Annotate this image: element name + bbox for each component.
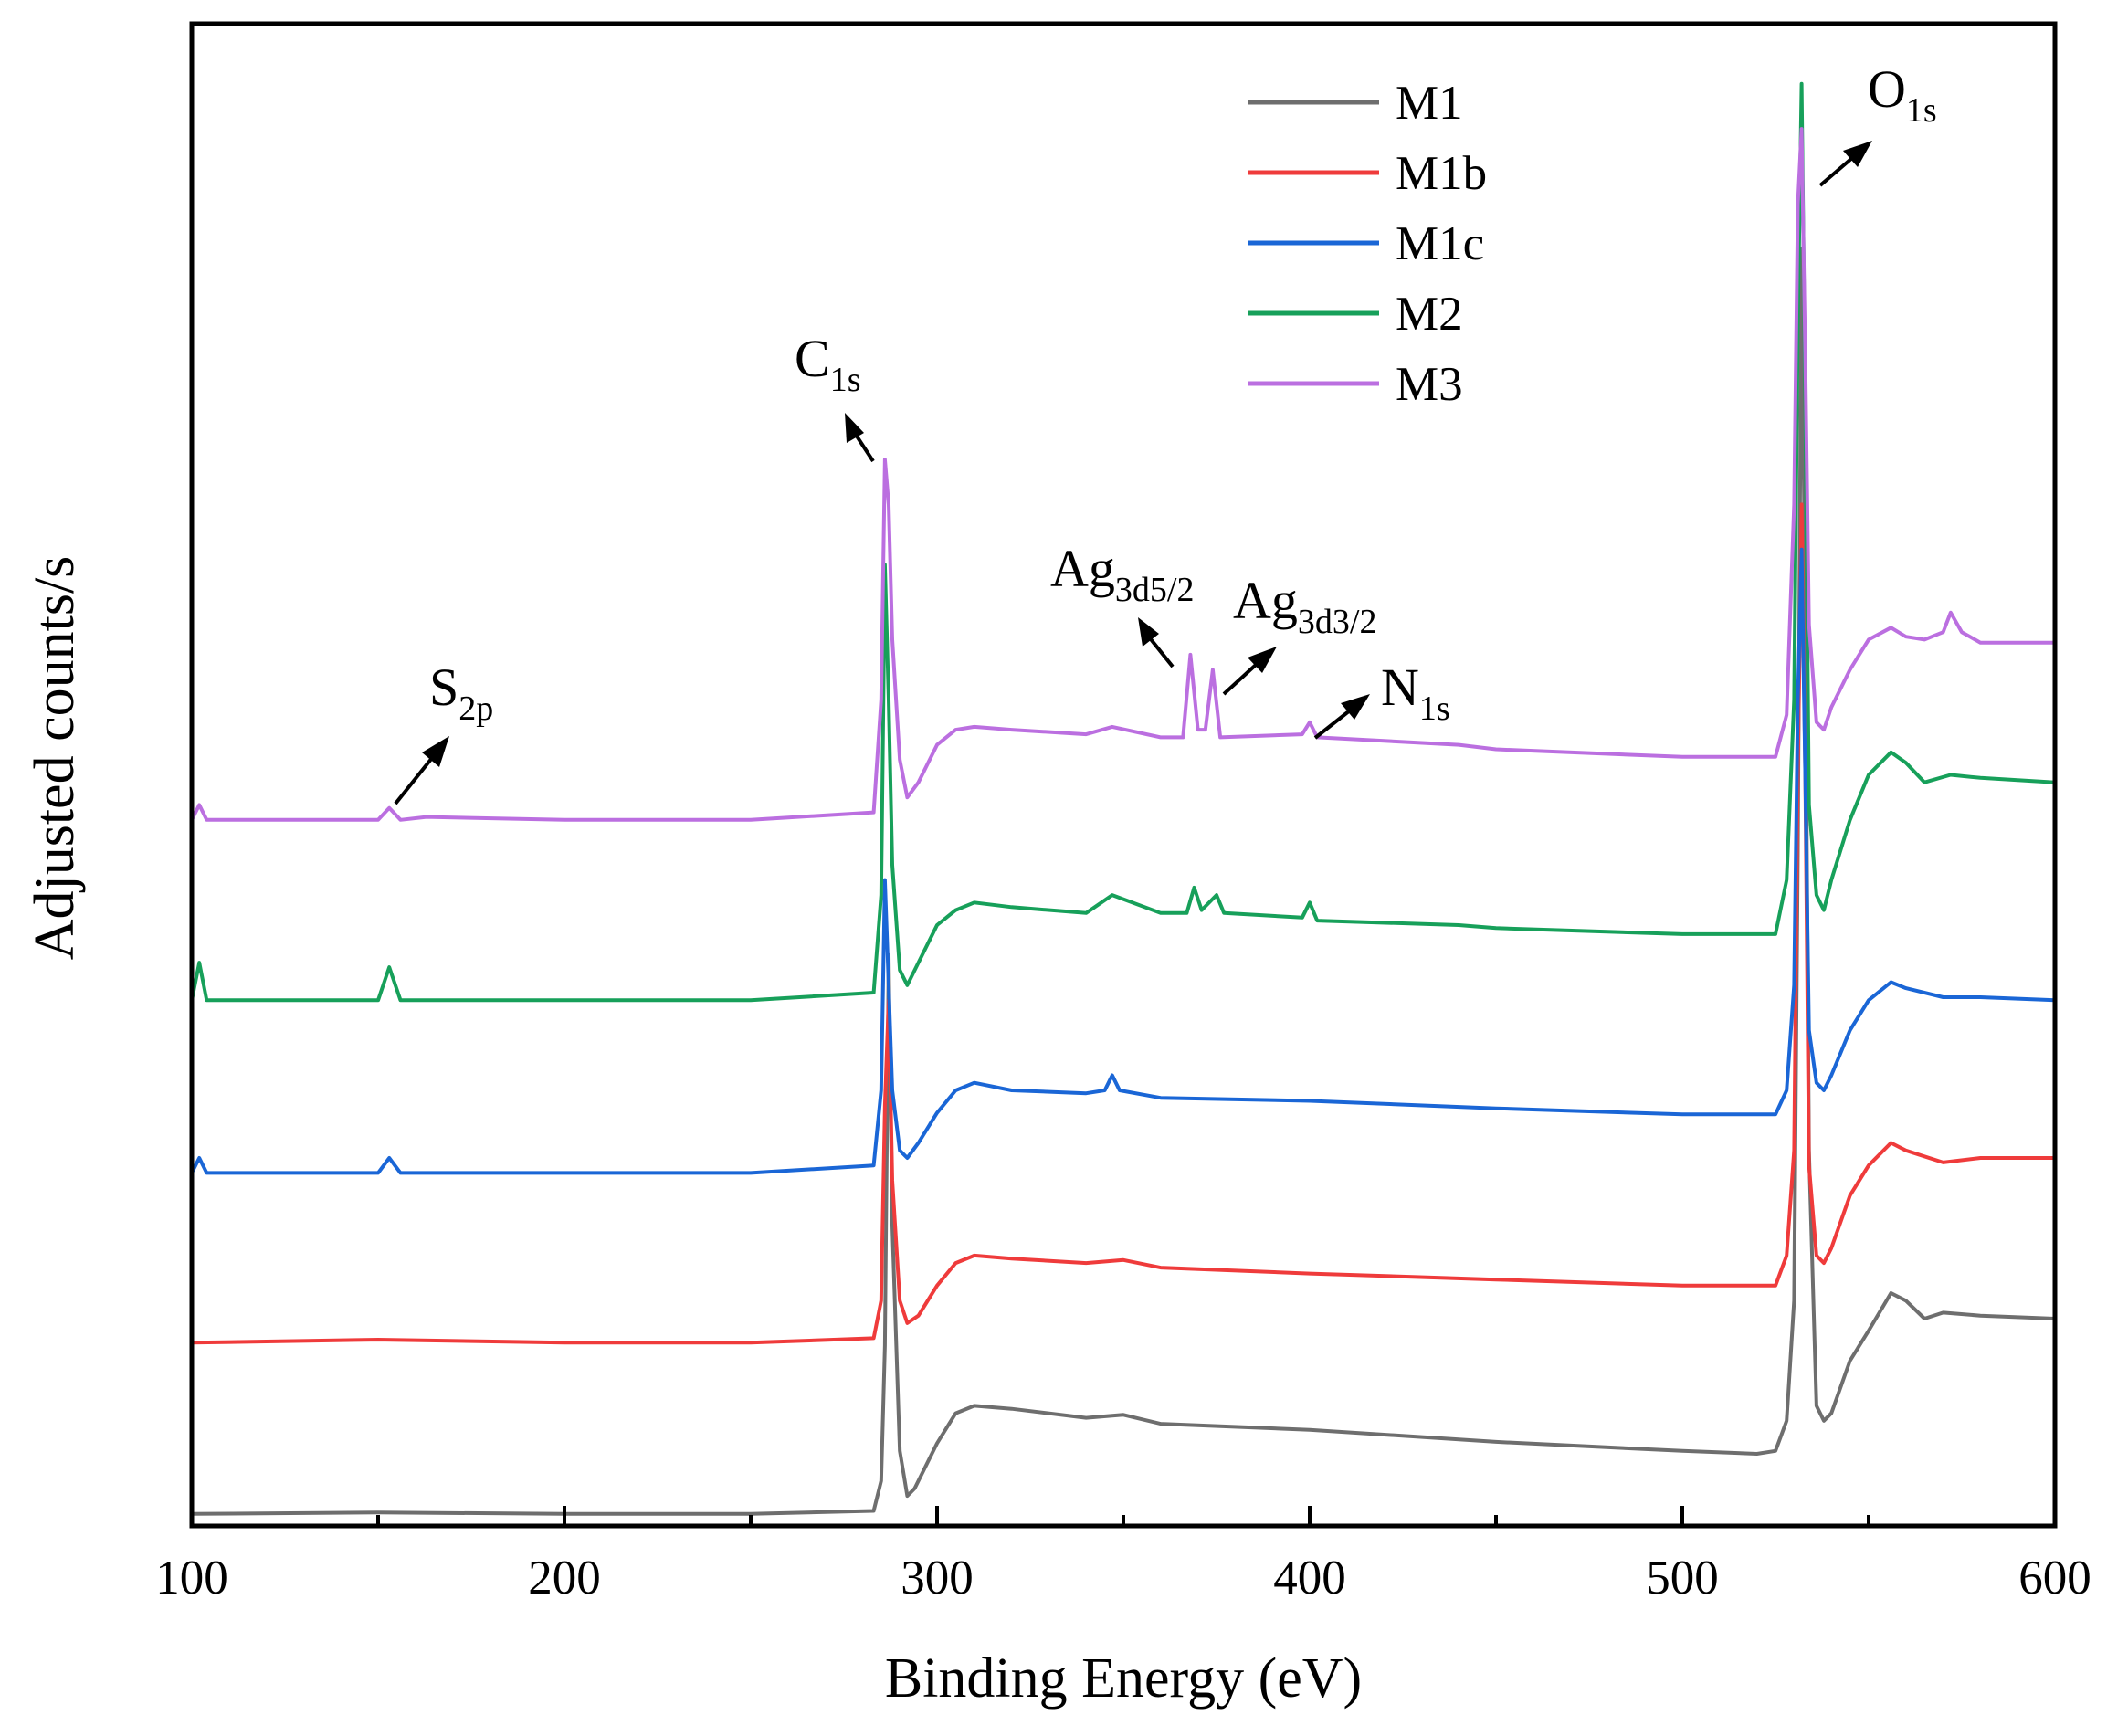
x-tick-label-500: 500 xyxy=(1646,1552,1719,1604)
annotation-s2p-arrowhead xyxy=(422,736,449,767)
annotation-ag3d32-arrow xyxy=(1222,663,1258,696)
legend-label-m2: M2 xyxy=(1396,288,1463,341)
series-line-m1c xyxy=(190,547,2056,1175)
x-tick-label-200: 200 xyxy=(528,1552,601,1604)
annotation-o1s: O1s xyxy=(1818,59,1937,187)
annotation-s2p-arrow xyxy=(394,756,434,805)
annotation-ag3d32-label: Ag3d3/2 xyxy=(1233,571,1376,641)
legend-entry-m3: M3 xyxy=(1248,358,1463,411)
legend-label-m1c: M1c xyxy=(1396,217,1484,270)
annotation-ag3d32-arrowhead xyxy=(1248,647,1277,673)
x-tick-label-100: 100 xyxy=(155,1552,228,1604)
x-axis-title: Binding Energy (eV) xyxy=(885,1647,1362,1710)
series-layer xyxy=(190,81,2056,1516)
x-tick-label-300: 300 xyxy=(901,1552,974,1604)
series-line-m2 xyxy=(190,81,2056,1003)
series-line-m3 xyxy=(190,127,2055,822)
annotation-c1s-arrowhead xyxy=(845,413,864,443)
annotations: S2p C1s Ag3d5/2 Ag3d3/2 N1s O1s xyxy=(394,59,1937,805)
x-tick-label-400: 400 xyxy=(1273,1552,1346,1604)
legend-entry-m1b: M1b xyxy=(1248,147,1487,200)
x-axis-ticks: 100 200 300 400 500 600 xyxy=(155,1506,2091,1604)
legend-label-m3: M3 xyxy=(1396,358,1463,411)
annotation-o1s-arrow xyxy=(1818,156,1854,187)
legend: M1 M1b M1c M2 M3 xyxy=(1248,77,1487,411)
series-line-m1b xyxy=(191,502,2055,1345)
legend-entry-m1: M1 xyxy=(1248,77,1463,130)
legend-entry-m2: M2 xyxy=(1248,288,1463,341)
annotation-ag3d52-arrowhead xyxy=(1138,617,1159,647)
y-axis-title: Adjusted counts/s xyxy=(24,556,86,961)
legend-label-m1b: M1b xyxy=(1396,147,1487,200)
annotation-ag3d52-label: Ag3d5/2 xyxy=(1050,539,1194,609)
annotation-o1s-label: O1s xyxy=(1868,59,1937,130)
annotation-ag3d52-arrow xyxy=(1149,637,1175,668)
annotation-n1s-arrowhead xyxy=(1341,694,1370,720)
annotation-n1s: N1s xyxy=(1313,658,1450,740)
annotation-c1s: C1s xyxy=(795,329,875,463)
annotation-ag3d32: Ag3d3/2 xyxy=(1222,571,1376,696)
legend-label-m1: M1 xyxy=(1396,77,1463,130)
annotation-n1s-label: N1s xyxy=(1381,658,1450,728)
plot-frame xyxy=(189,21,2058,1529)
annotation-c1s-label: C1s xyxy=(795,329,860,399)
annotation-o1s-arrowhead xyxy=(1843,141,1872,167)
annotation-s2p-label: S2p xyxy=(429,658,493,728)
series-line-m1 xyxy=(191,247,2056,1516)
annotation-c1s-arrow xyxy=(854,433,875,463)
x-tick-label-600: 600 xyxy=(2018,1552,2091,1604)
legend-entry-m1c: M1c xyxy=(1248,217,1484,270)
annotation-ag3d52: Ag3d5/2 xyxy=(1050,539,1194,668)
annotation-s2p: S2p xyxy=(394,658,493,805)
annotation-n1s-arrow xyxy=(1313,709,1352,740)
